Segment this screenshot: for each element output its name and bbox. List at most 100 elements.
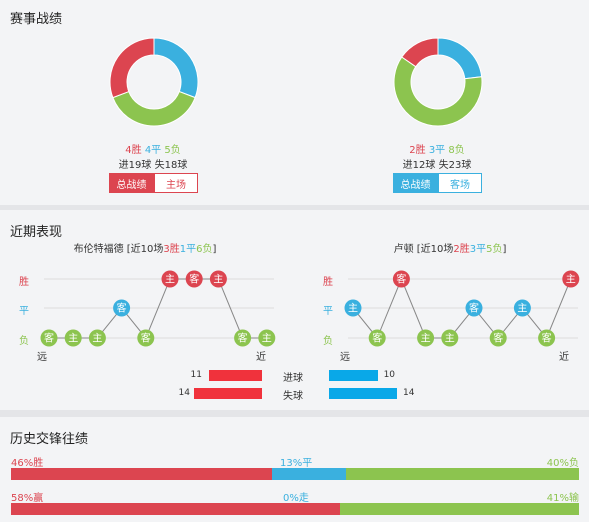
goals-scored-label: 进球 bbox=[283, 373, 303, 384]
away-form-venue-label: 主 bbox=[421, 333, 431, 345]
away-form-draws: 3平 bbox=[469, 244, 487, 255]
home-form-venue-label: 客 bbox=[141, 332, 151, 345]
home-form-losses: 6负 bbox=[196, 244, 213, 255]
away-goals-conceded-bar bbox=[329, 388, 397, 399]
home-team-name: 布伦特福德 bbox=[73, 244, 124, 255]
home-win-count: 4胜 bbox=[125, 145, 142, 156]
home-form-summary-suffix: ] bbox=[212, 244, 217, 255]
home-axis-far-label: 远 bbox=[37, 352, 47, 363]
away-form-wins: 2胜 bbox=[453, 244, 470, 255]
away-form-match-10: 主 bbox=[562, 270, 580, 288]
home-form-marker bbox=[234, 329, 252, 347]
home-form-match-4: 客 bbox=[113, 299, 131, 317]
home-form-match-3: 主 bbox=[88, 329, 106, 347]
away-form-venue-label: 主 bbox=[517, 303, 527, 315]
away-form-venue-label: 客 bbox=[372, 332, 382, 345]
away-donut-win-slice bbox=[401, 37, 439, 68]
home-form-marker bbox=[185, 270, 203, 288]
home-form-match-9: 客 bbox=[234, 329, 252, 347]
home-form-chart: 客主主客客主客主客主 bbox=[40, 270, 276, 347]
season-title: 赛事战绩 bbox=[10, 12, 63, 27]
home-form-draws: 1平 bbox=[179, 244, 197, 255]
away-form-venue-label: 主 bbox=[566, 274, 576, 286]
home-venue-record-button[interactable]: 主场 bbox=[154, 173, 198, 193]
home-axis-near-label: 近 bbox=[256, 352, 266, 363]
away-form-match-6: 客 bbox=[465, 299, 483, 317]
away-goals-line: 进12球 失23球 bbox=[362, 156, 512, 171]
away-form-match-5: 主 bbox=[441, 329, 459, 347]
handicap-win-percent: 58%赢 bbox=[11, 493, 44, 504]
away-form-venue-label: 客 bbox=[493, 332, 503, 345]
home-donut-draw-slice bbox=[153, 37, 199, 99]
home-form-marker bbox=[137, 329, 155, 347]
away-form-marker bbox=[465, 299, 483, 317]
away-venue-record-button[interactable]: 客场 bbox=[438, 173, 482, 193]
home-form-match-6: 主 bbox=[161, 270, 179, 288]
season-panel: 赛事战绩 4胜 4平 5负 进19球 失18球 总战绩 主场 2胜 3平 8负 … bbox=[0, 0, 589, 205]
away-goals-for: 进12球 bbox=[402, 160, 436, 171]
away-axis-near-label: 近 bbox=[559, 352, 569, 363]
home-record-line: 4胜 4平 5负 bbox=[78, 141, 228, 156]
home-form-summary-prefix: [近10场 bbox=[123, 244, 164, 255]
away-goals-scored-bar bbox=[329, 370, 378, 381]
home-total-record-button[interactable]: 总战绩 bbox=[109, 173, 154, 193]
home-record-toggle: 总战绩 主场 bbox=[109, 173, 198, 193]
away-form-match-8: 主 bbox=[513, 299, 531, 317]
history-loss-percent: 40%负 bbox=[546, 458, 579, 469]
away-form-match-9: 客 bbox=[538, 329, 556, 347]
history-win-percent: 46%胜 bbox=[11, 458, 44, 469]
away-form-line bbox=[352, 277, 572, 339]
home-form-line bbox=[49, 278, 267, 339]
home-form-venue-label: 客 bbox=[238, 332, 248, 345]
home-form-venue-label: 客 bbox=[117, 302, 127, 315]
home-goals-line: 进19球 失18球 bbox=[78, 156, 228, 171]
home-donut-loss-slice bbox=[112, 90, 196, 127]
away-donut-chart bbox=[393, 37, 483, 127]
history-result-bar bbox=[11, 468, 579, 480]
home-draw-count: 4平 bbox=[144, 145, 162, 156]
away-goals-scored-value: 10 bbox=[383, 370, 396, 380]
home-form-match-1: 客 bbox=[40, 329, 58, 347]
away-form-venue-label: 客 bbox=[542, 332, 552, 345]
home-goals-conceded-bar bbox=[194, 388, 262, 399]
handicap-result-bar bbox=[11, 503, 579, 515]
home-form-match-8: 主 bbox=[209, 270, 227, 288]
home-form-marker bbox=[64, 329, 82, 347]
away-form-marker bbox=[489, 329, 507, 347]
away-total-record-button[interactable]: 总战绩 bbox=[393, 173, 438, 193]
recent-title: 近期表现 bbox=[10, 225, 63, 240]
away-goals-against: 失23球 bbox=[438, 160, 472, 171]
home-form-marker bbox=[88, 329, 106, 347]
handicap-win-segment bbox=[11, 503, 341, 515]
away-loss-count: 8负 bbox=[448, 145, 465, 156]
home-form-venue-label: 客 bbox=[44, 332, 54, 345]
away-form-venue-label: 客 bbox=[396, 273, 406, 286]
away-axis-draw-label: 平 bbox=[323, 306, 333, 317]
away-record-toggle: 总战绩 客场 bbox=[393, 173, 482, 193]
away-form-marker bbox=[538, 329, 556, 347]
home-form-match-5: 客 bbox=[137, 329, 155, 347]
history-title: 历史交锋往绩 bbox=[10, 432, 89, 447]
home-loss-count: 5负 bbox=[164, 145, 181, 156]
away-form-match-7: 客 bbox=[489, 329, 507, 347]
home-form-match-10: 主 bbox=[258, 329, 276, 347]
handicap-loss-segment bbox=[340, 503, 579, 515]
home-goals-conceded-value: 14 bbox=[178, 388, 190, 398]
home-form-marker bbox=[258, 329, 276, 347]
away-axis-far-label: 远 bbox=[340, 352, 350, 363]
away-win-count: 2胜 bbox=[409, 145, 426, 156]
home-form-match-2: 主 bbox=[64, 329, 82, 347]
away-team-name: 卢顿 bbox=[393, 244, 414, 255]
away-form-match-1: 主 bbox=[344, 299, 362, 317]
home-form-marker bbox=[40, 329, 58, 347]
away-form-summary-prefix: [近10场 bbox=[413, 244, 454, 255]
away-form-title: 卢顿 [近10场2胜3平5负] bbox=[365, 240, 535, 255]
home-form-venue-label: 主 bbox=[165, 274, 175, 286]
home-goals-for: 进19球 bbox=[118, 160, 152, 171]
home-form-marker bbox=[209, 270, 227, 288]
handicap-loss-percent: 41%输 bbox=[546, 493, 579, 504]
away-form-marker bbox=[417, 329, 435, 347]
away-form-marker bbox=[392, 270, 410, 288]
handicap-push-percent: 0%走 bbox=[283, 493, 309, 504]
